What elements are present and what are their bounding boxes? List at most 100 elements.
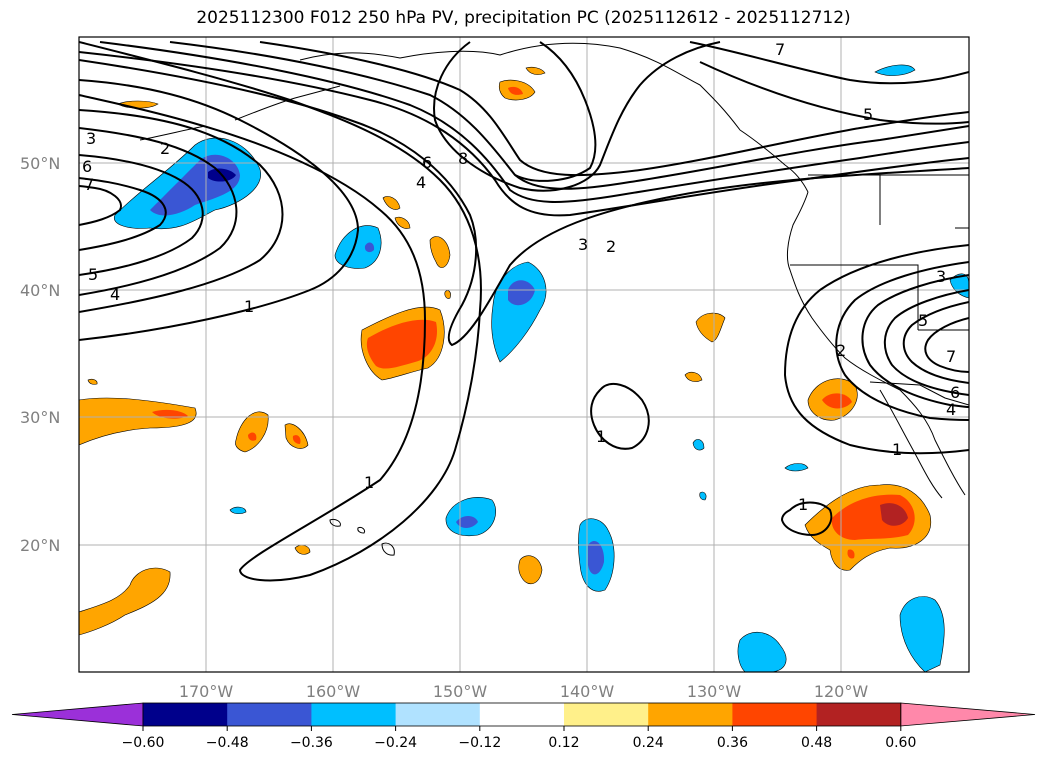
hawaii-islands xyxy=(329,519,395,556)
pv-contour xyxy=(902,301,969,384)
latitude-labels: 50°N 40°N 30°N 20°N xyxy=(20,154,60,555)
precip-positive-region xyxy=(248,432,257,441)
border-mexico xyxy=(869,381,969,406)
pv-contour-label: 3 xyxy=(578,235,588,254)
precip-positive-region xyxy=(695,312,726,343)
pv-contour-label: 8 xyxy=(458,149,468,168)
coastlines xyxy=(139,42,969,556)
colorbar-segment xyxy=(143,703,228,726)
lat-label: 30°N xyxy=(20,408,60,427)
precip-anomaly-fills xyxy=(79,64,969,672)
coastline-aleutian xyxy=(139,125,206,141)
precip-positive-region xyxy=(508,86,523,95)
colorbar-segment xyxy=(816,703,902,726)
pv-contour xyxy=(79,109,284,313)
colorbar: −0.60 −0.48 −0.36 −0.24 −0.12 0.12 0.24 0.36 0.4… xyxy=(11,702,1036,751)
lat-label: 20°N xyxy=(20,536,60,555)
pv-contour xyxy=(259,41,969,177)
pv-contour xyxy=(590,382,650,450)
pv-contour-label: 6 xyxy=(82,157,92,176)
pv-contour xyxy=(79,59,969,347)
pv-contour-labels: 3 2 6 7 5 4 1 6 4 8 3 2 7 5 1 1 1 1 3 5 … xyxy=(82,40,960,514)
precip-negative-region xyxy=(692,439,705,451)
pv-contour xyxy=(79,79,360,341)
precip-positive-region xyxy=(294,544,311,555)
precip-negative-region xyxy=(899,596,945,672)
precip-positive-region xyxy=(394,216,411,229)
precip-negative-region xyxy=(784,463,809,472)
pv-contour xyxy=(79,154,204,276)
pv-contour-label: 5 xyxy=(88,265,98,284)
pv-contour-label: 1 xyxy=(244,297,254,316)
pv-contour-label: 1 xyxy=(798,495,808,514)
pv-contour xyxy=(699,61,969,125)
pv-contour xyxy=(689,41,969,85)
pv-contour-label: 6 xyxy=(950,383,960,402)
precip-positive-region xyxy=(87,378,98,385)
colorbar-tick-label: 0.24 xyxy=(633,735,664,751)
colorbar-segment xyxy=(311,703,397,726)
lat-label: 50°N xyxy=(20,154,60,173)
pv-contour xyxy=(861,274,969,408)
pv-contours xyxy=(79,41,969,582)
precip-positive-region xyxy=(880,503,908,526)
precip-positive-region xyxy=(429,236,451,268)
precip-negative-region xyxy=(588,541,605,575)
pv-contour xyxy=(79,185,122,226)
pv-contour-label: 1 xyxy=(596,427,606,446)
precip-positive-region xyxy=(525,66,546,75)
precip-positive-region xyxy=(847,549,855,559)
precip-positive-region xyxy=(292,435,301,444)
precip-negative-region xyxy=(874,64,916,76)
precip-positive-region xyxy=(518,555,543,585)
precip-negative-region xyxy=(737,632,787,672)
precip-positive-region xyxy=(79,567,171,636)
pv-contour xyxy=(783,244,969,455)
pv-contour-label: 6 xyxy=(422,153,432,172)
precip-positive-region xyxy=(366,319,438,369)
precip-positive-region xyxy=(822,393,852,409)
pv-contour xyxy=(433,41,721,192)
pv-contour-label: 2 xyxy=(160,139,170,158)
pv-contour xyxy=(780,501,833,537)
pv-contour xyxy=(169,41,969,190)
precip-positive-region xyxy=(235,411,269,453)
precip-negative-region xyxy=(334,225,382,269)
coastline-west-us xyxy=(786,191,966,496)
border-states xyxy=(790,175,969,331)
map-title: 2025112300 F012 250 hPa PV, precipitatio… xyxy=(196,8,851,28)
pv-contour-label: 3 xyxy=(86,129,96,148)
pv-contour-label: 4 xyxy=(416,173,426,192)
colorbar-tick-label: −0.60 xyxy=(122,735,165,751)
pv-contour-label: 7 xyxy=(946,347,956,366)
lon-label: 120°W xyxy=(814,682,869,701)
pv-contour xyxy=(883,289,969,396)
pv-contour-label: 5 xyxy=(918,311,928,330)
pv-contour-label: 2 xyxy=(606,237,616,256)
precip-negative-region xyxy=(364,242,375,253)
colorbar-segment xyxy=(479,703,565,726)
colorbar-segment xyxy=(395,703,481,726)
pv-contour-label: 1 xyxy=(364,473,374,492)
lon-label: 170°W xyxy=(179,682,234,701)
colorbar-tick-label: −0.12 xyxy=(458,735,501,751)
pv-contour-label: 4 xyxy=(946,400,956,419)
colorbar-tick-label: −0.24 xyxy=(374,735,417,751)
precip-negative-region xyxy=(949,273,969,299)
pv-contour-label: 4 xyxy=(110,285,120,304)
lon-label: 140°W xyxy=(560,682,615,701)
pv-contour-label: 2 xyxy=(836,341,846,360)
colorbar-tick-label: −0.48 xyxy=(206,735,249,751)
map-plot-area: 3 2 6 7 5 4 1 6 4 8 3 2 7 5 1 1 1 1 3 5 … xyxy=(79,37,969,672)
lat-label: 40°N xyxy=(20,281,60,300)
longitude-labels: 170°W 160°W 150°W 140°W 130°W 120°W xyxy=(179,682,869,701)
precip-negative-region xyxy=(229,506,247,515)
colorbar-extend-low xyxy=(11,702,144,727)
colorbar-frame xyxy=(142,702,902,727)
coastline-north xyxy=(299,42,809,193)
colorbar-segment xyxy=(732,703,818,726)
colorbar-tick-label: 0.60 xyxy=(885,735,916,751)
pv-contour-label: 1 xyxy=(892,440,902,459)
precip-positive-region xyxy=(382,196,401,210)
